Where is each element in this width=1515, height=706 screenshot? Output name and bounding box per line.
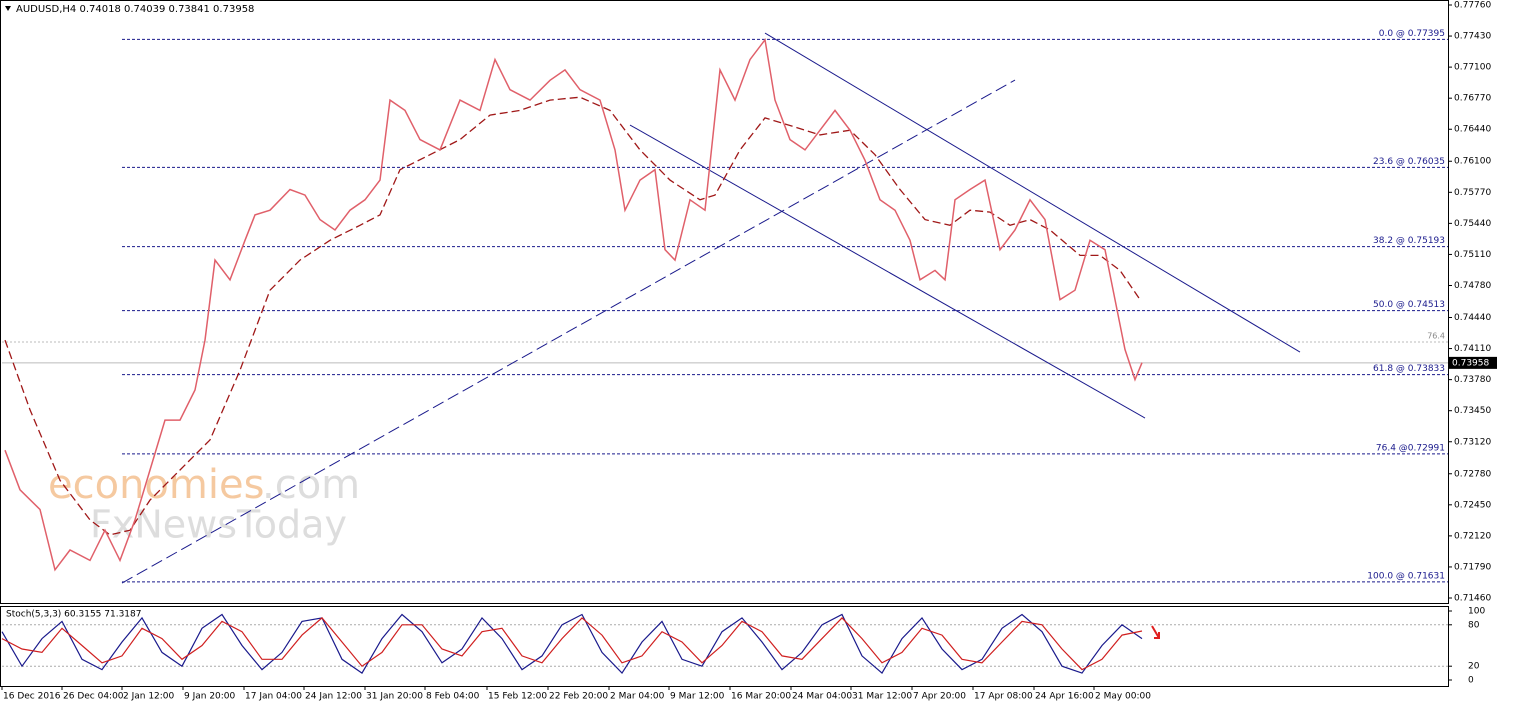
x-tick-label: 31 Mar 12:00 bbox=[852, 692, 912, 702]
y-tick-label: 0.74110 bbox=[1454, 344, 1491, 354]
x-tick-label: 26 Dec 04:00 bbox=[63, 692, 124, 702]
y-tick-label: 0.76100 bbox=[1454, 157, 1491, 167]
x-tick-label: 24 Apr 16:00 bbox=[1035, 692, 1094, 702]
fib-label: 76.4 @0.72991 bbox=[1376, 443, 1445, 453]
moving-average bbox=[4, 96, 1141, 536]
marker-label: 76.4 bbox=[1427, 331, 1445, 340]
x-tick-label: 31 Jan 20:00 bbox=[366, 692, 423, 702]
x-tick-label: 24 Jan 12:00 bbox=[305, 692, 362, 702]
y-tick-label: 0.71790 bbox=[1454, 562, 1491, 572]
x-tick-label: 8 Feb 04:00 bbox=[426, 692, 480, 702]
x-tick-label: 2 Mar 04:00 bbox=[610, 692, 665, 702]
x-tick-label: 15 Feb 12:00 bbox=[488, 692, 547, 702]
menu-icon bbox=[5, 6, 11, 11]
y-tick-label: 0.75440 bbox=[1454, 219, 1491, 229]
x-tick-label: 9 Jan 20:00 bbox=[184, 692, 236, 702]
fib-label: 0.0 @ 0.77395 bbox=[1379, 29, 1445, 39]
x-tick-label: 24 Mar 04:00 bbox=[792, 692, 852, 702]
arrow bbox=[1151, 625, 1160, 639]
y-tick-label: 0.75110 bbox=[1454, 250, 1491, 260]
y-tick-label: 100 bbox=[1468, 607, 1485, 617]
trendline bbox=[764, 32, 1301, 353]
x-tick-label: 9 Mar 12:00 bbox=[670, 692, 725, 702]
x-tick-label: 17 Apr 08:00 bbox=[974, 692, 1033, 702]
x-tick-label: 17 Jan 04:00 bbox=[245, 692, 302, 702]
price-panel bbox=[0, 0, 1449, 604]
y-tick-label: 80 bbox=[1468, 620, 1480, 630]
stoch-panel bbox=[0, 606, 1449, 687]
y-tick-label: 0.72120 bbox=[1454, 531, 1491, 541]
fib-label: 23.6 @ 0.76035 bbox=[1373, 157, 1445, 167]
chart-title: AUDUSD,H4 0.74018 0.74039 0.73841 0.7395… bbox=[16, 4, 254, 15]
stoch-title: Stoch(5,3,3) 60.3155 71.3187 bbox=[6, 610, 141, 620]
y-tick-label: 0.74780 bbox=[1454, 281, 1491, 291]
y-tick-label: 0.77760 bbox=[1454, 0, 1491, 10]
x-tick-label: 22 Feb 20:00 bbox=[549, 692, 608, 702]
fib-label: 38.2 @ 0.75193 bbox=[1373, 236, 1445, 246]
trendline bbox=[121, 79, 1016, 584]
y-tick-label: 0.77100 bbox=[1454, 63, 1491, 73]
fib-label: 50.0 @ 0.74513 bbox=[1373, 300, 1445, 310]
x-tick-label: 16 Mar 20:00 bbox=[731, 692, 791, 702]
x-tick-label: 7 Apr 20:00 bbox=[913, 692, 966, 702]
watermark: FxNewsToday bbox=[90, 503, 347, 547]
stoch-line bbox=[1, 613, 1143, 675]
y-tick-label: 0.72450 bbox=[1454, 500, 1491, 510]
current-price-label: 0.73958 bbox=[1452, 358, 1489, 368]
y-tick-label: 0.73120 bbox=[1454, 437, 1491, 447]
y-tick-label: 0.71460 bbox=[1454, 594, 1491, 604]
y-tick-label: 0.74440 bbox=[1454, 313, 1491, 323]
fib-label: 61.8 @ 0.73833 bbox=[1373, 364, 1445, 374]
y-tick-label: 0.75770 bbox=[1454, 188, 1491, 198]
y-tick-label: 0.72780 bbox=[1454, 469, 1491, 479]
stoch-line bbox=[1, 617, 1143, 671]
y-tick-label: 0.73780 bbox=[1454, 375, 1491, 385]
fib-label: 100.0 @ 0.71631 bbox=[1367, 571, 1445, 581]
watermark: economies bbox=[48, 462, 264, 508]
y-tick-label: 0 bbox=[1468, 676, 1474, 686]
price-line bbox=[4, 37, 1143, 572]
current-price-box bbox=[1449, 356, 1497, 369]
x-tick-label: 2 Jan 12:00 bbox=[123, 692, 175, 702]
x-tick-label: 16 Dec 2016 bbox=[3, 692, 61, 702]
y-tick-label: 0.73450 bbox=[1454, 406, 1491, 416]
x-tick-label: 2 May 00:00 bbox=[1095, 692, 1151, 702]
y-tick-label: 0.77430 bbox=[1454, 32, 1491, 42]
watermark: .com bbox=[262, 462, 360, 508]
trendline bbox=[629, 124, 1146, 419]
y-tick-label: 20 bbox=[1468, 662, 1480, 672]
y-tick-label: 0.76440 bbox=[1454, 125, 1491, 135]
y-tick-label: 0.76770 bbox=[1454, 94, 1491, 104]
